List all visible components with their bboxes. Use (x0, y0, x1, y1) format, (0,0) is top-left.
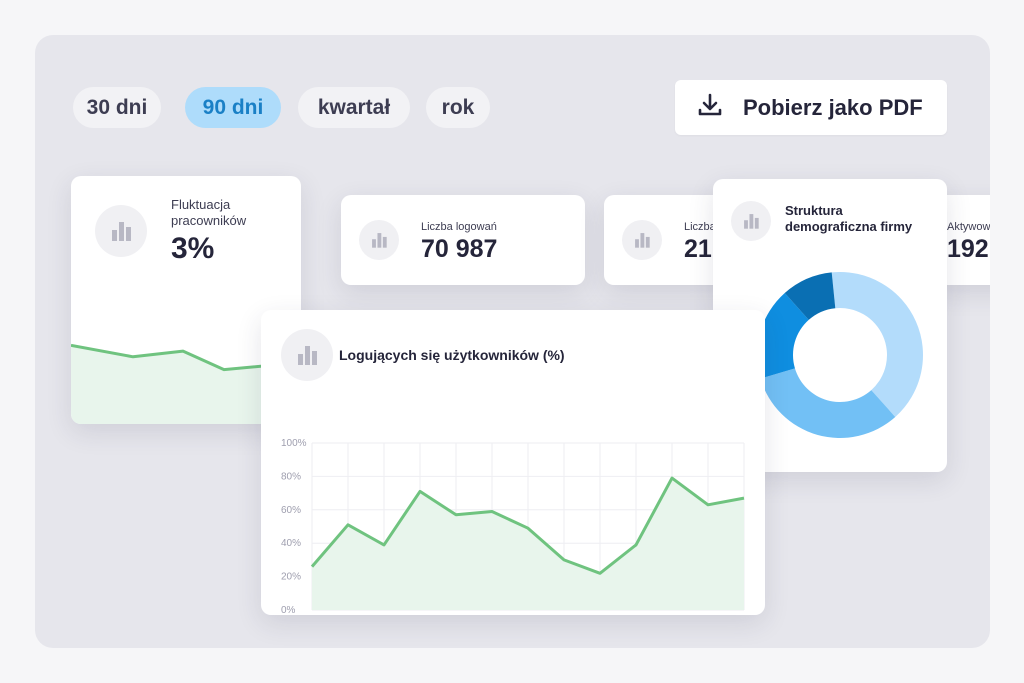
logins-label: Liczba logowań (421, 221, 497, 233)
demographics-donut-chart (757, 272, 923, 438)
line-chart-area (312, 478, 744, 610)
third-stat-value: 21 (684, 235, 712, 263)
turnover-value: 3% (171, 232, 215, 265)
filter-30-days[interactable]: 30 dni (73, 87, 161, 128)
active-users-value: 192 (947, 235, 989, 263)
filter-quarter[interactable]: kwartał (298, 87, 410, 128)
demographics-title: Struktura demograficzna firmy (785, 203, 913, 234)
mini-chart-line (71, 343, 301, 372)
donut-slice (784, 272, 836, 320)
y-tick-label: 60% (281, 505, 301, 516)
logins-value: 70 987 (421, 235, 498, 263)
logins-card: Liczba logowań 70 987 (341, 195, 585, 285)
y-tick-label: 0% (281, 605, 296, 615)
download-pdf-label: Pobierz jako PDF (743, 94, 923, 120)
turnover-card: Fluktuacja pracowników 3% (71, 176, 301, 424)
turnover-mini-chart (71, 343, 301, 424)
filter-90-days[interactable]: 90 dni (185, 87, 281, 128)
active-users-label: Aktywow (947, 221, 990, 233)
donut-slice (760, 368, 896, 438)
download-pdf-button[interactable]: Pobierz jako PDF (675, 80, 947, 135)
bar-chart-icon (622, 220, 662, 260)
y-tick-label: 40% (281, 538, 301, 549)
download-icon (697, 92, 723, 123)
y-tick-label: 80% (281, 471, 301, 482)
demographics-card: Struktura demograficzna firmy (713, 179, 947, 472)
turnover-label: Fluktuacja pracowników (171, 197, 247, 228)
third-stat-label: Liczba (684, 221, 716, 233)
dashboard-stage: 30 dni 90 dni kwartał rok Pobierz jako P… (35, 35, 990, 648)
logged-users-card: Logujących się użytkowników (%) 100% 80% 6… (261, 310, 765, 615)
bar-chart-icon (731, 201, 771, 241)
donut-slice (757, 293, 809, 379)
mini-chart-area (71, 345, 301, 424)
logged-users-title: Logujących się użytkowników (%) (339, 347, 565, 363)
y-tick-label: 20% (281, 572, 301, 583)
donut-slice (831, 272, 923, 417)
filter-year[interactable]: rok (426, 87, 490, 128)
bar-chart-icon (95, 205, 147, 257)
y-tick-label: 100% (281, 438, 307, 449)
bar-chart-icon (359, 220, 399, 260)
line-chart-series (310, 476, 745, 575)
logged-users-line-chart: 100%80%60%40%20%0%lutmarkwiczelipsiewrzp… (281, 438, 745, 615)
bar-chart-icon (281, 329, 333, 381)
